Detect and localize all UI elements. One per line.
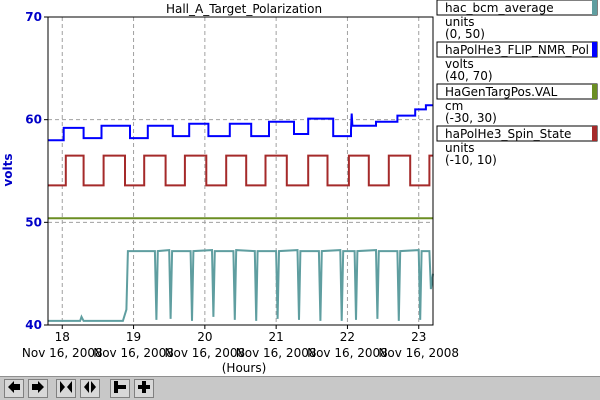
arrow-left-icon bbox=[7, 379, 21, 398]
x-axis-label: (Hours) bbox=[222, 361, 267, 375]
legend-range: (0, 50) bbox=[445, 27, 485, 41]
x-tick-label: 19 bbox=[126, 330, 141, 344]
x-tick-date: Nov 16, 2008 bbox=[307, 346, 388, 360]
zoom-out-value-button[interactable] bbox=[110, 379, 130, 398]
legend-swatch bbox=[592, 0, 597, 15]
y-axis-label: volts bbox=[1, 153, 15, 186]
legend-range: (40, 70) bbox=[445, 69, 493, 83]
legend-series-name: hac_bcm_average bbox=[445, 1, 554, 15]
legend-units: volts bbox=[445, 57, 474, 71]
x-tick-date: Nov 16, 2008 bbox=[236, 346, 317, 360]
legend-series-name: haPolHe3_FLIP_NMR_Pol bbox=[445, 43, 589, 57]
series-layer bbox=[48, 104, 434, 322]
x-axis: 18 Nov 16, 2008 19 Nov 16, 2008 20 Nov 16, 20… bbox=[22, 325, 459, 360]
legend-units: units bbox=[445, 141, 475, 155]
legend-units: cm bbox=[445, 99, 463, 113]
x-tick-date: Nov 16, 2008 bbox=[93, 346, 174, 360]
legend-swatch bbox=[592, 84, 597, 99]
toolbar bbox=[0, 376, 600, 400]
plus-icon bbox=[137, 379, 151, 398]
arrows-outward-icon bbox=[83, 379, 97, 398]
arrows-inward-icon bbox=[59, 379, 73, 398]
y-tick-label: 70 bbox=[25, 10, 42, 24]
chart-title: Hall_A_Target_Polarization bbox=[166, 2, 322, 16]
series-line-3 bbox=[48, 154, 433, 187]
zoom-out-time-button[interactable] bbox=[80, 379, 100, 398]
y-tick-label: 50 bbox=[25, 215, 42, 229]
x-tick-label: 23 bbox=[411, 330, 426, 344]
arrow-right-icon bbox=[31, 379, 45, 398]
zoom-in-value-button[interactable] bbox=[134, 379, 154, 398]
legend-series-name: HaGenTargPos.VAL bbox=[445, 85, 558, 99]
legend-swatch bbox=[592, 126, 597, 141]
x-tick-label: 20 bbox=[197, 330, 212, 344]
y-axis: 40 50 60 70 bbox=[25, 10, 48, 332]
legend-range: (-10, 10) bbox=[445, 153, 497, 167]
legend-range: (-30, 30) bbox=[445, 111, 497, 125]
y-tick-label: 40 bbox=[25, 318, 42, 332]
zoom-in-time-button[interactable] bbox=[56, 379, 76, 398]
minus-icon bbox=[113, 379, 127, 398]
x-tick-label: 21 bbox=[269, 330, 284, 344]
x-tick-label: 18 bbox=[55, 330, 70, 344]
chart: Hall_A_Target_Polarization 40 50 60 70 18 No… bbox=[1, 0, 598, 375]
grid bbox=[48, 16, 433, 326]
x-tick-date: Nov 16, 2008 bbox=[378, 346, 459, 360]
legend-units: units bbox=[445, 15, 475, 29]
scroll-right-button[interactable] bbox=[28, 379, 48, 398]
x-tick-date: Nov 16, 2008 bbox=[22, 346, 103, 360]
scroll-left-button[interactable] bbox=[4, 379, 24, 398]
legend-series-name: haPolHe3_Spin_State bbox=[445, 127, 571, 141]
x-tick-date: Nov 16, 2008 bbox=[165, 346, 246, 360]
plot-area bbox=[47, 16, 434, 326]
legend-swatch bbox=[592, 42, 597, 57]
series-line-1 bbox=[48, 104, 433, 142]
x-tick-label: 22 bbox=[340, 330, 355, 344]
series-line-0 bbox=[48, 249, 434, 322]
y-tick-label: 60 bbox=[25, 113, 42, 127]
